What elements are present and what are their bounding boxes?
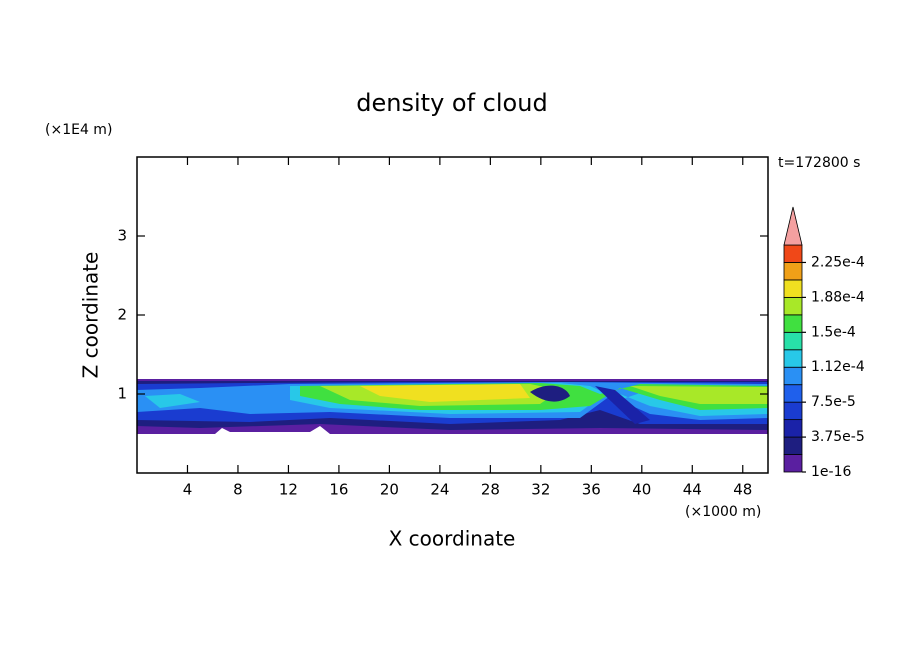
field-layer — [595, 386, 650, 424]
x-tick-label: 12 — [279, 481, 298, 499]
y-unit: (×1E4 m) — [45, 122, 112, 138]
colorbar-box — [783, 454, 803, 473]
x-tick-label: 40 — [632, 481, 651, 499]
colorbar-tick-label: 1.12e-4 — [811, 359, 865, 375]
y-tick-label: 1 — [117, 385, 127, 403]
x-tick-label: 24 — [430, 481, 449, 499]
x-tick-label: 28 — [481, 481, 500, 499]
colorbar-box — [783, 366, 803, 386]
x-tick-label: 16 — [329, 481, 348, 499]
x-tick-label: 4 — [183, 481, 193, 499]
colorbar-box — [783, 279, 803, 298]
colorbar-box — [783, 314, 803, 333]
x-tick-label: 20 — [380, 481, 399, 499]
x-axis-label: X coordinate — [389, 527, 516, 551]
colorbar-tick-label: 3.75e-5 — [811, 429, 865, 445]
colorbar-tick-label: 7.5e-5 — [811, 394, 856, 410]
colorbar-extend — [783, 206, 803, 246]
colorbar-tick-label: 1e-16 — [811, 464, 851, 480]
colorbar-box — [783, 436, 803, 455]
colorbar-box — [783, 384, 803, 403]
x-unit: (×1000 m) — [685, 504, 761, 520]
colorbar-box — [783, 419, 803, 438]
colorbar-tick-label: 2.25e-4 — [811, 254, 865, 270]
x-tick-label: 36 — [582, 481, 601, 499]
cloud-field — [137, 379, 768, 434]
colorbar-tick-label: 1.5e-4 — [811, 324, 856, 340]
y-tick-label: 2 — [117, 306, 127, 324]
colorbar-box — [783, 262, 803, 281]
field-layer — [360, 384, 530, 402]
field-layer — [530, 385, 570, 402]
colorbar-box — [783, 244, 803, 263]
x-tick-label: 8 — [233, 481, 243, 499]
colorbar-box — [783, 331, 803, 351]
time-annotation: t=172800 s — [778, 155, 860, 171]
chart-title: density of cloud — [356, 89, 547, 117]
x-tick-label: 32 — [531, 481, 550, 499]
colorbar-tick-label: 1.88e-4 — [811, 289, 865, 305]
x-tick-label: 44 — [683, 481, 702, 499]
x-tick-label: 48 — [733, 481, 752, 499]
colorbar-box — [783, 401, 803, 421]
y-tick-label: 3 — [117, 227, 127, 245]
colorbar-box — [783, 296, 803, 316]
colorbar-box — [783, 349, 803, 368]
y-axis-label: Z coordinate — [79, 252, 103, 379]
